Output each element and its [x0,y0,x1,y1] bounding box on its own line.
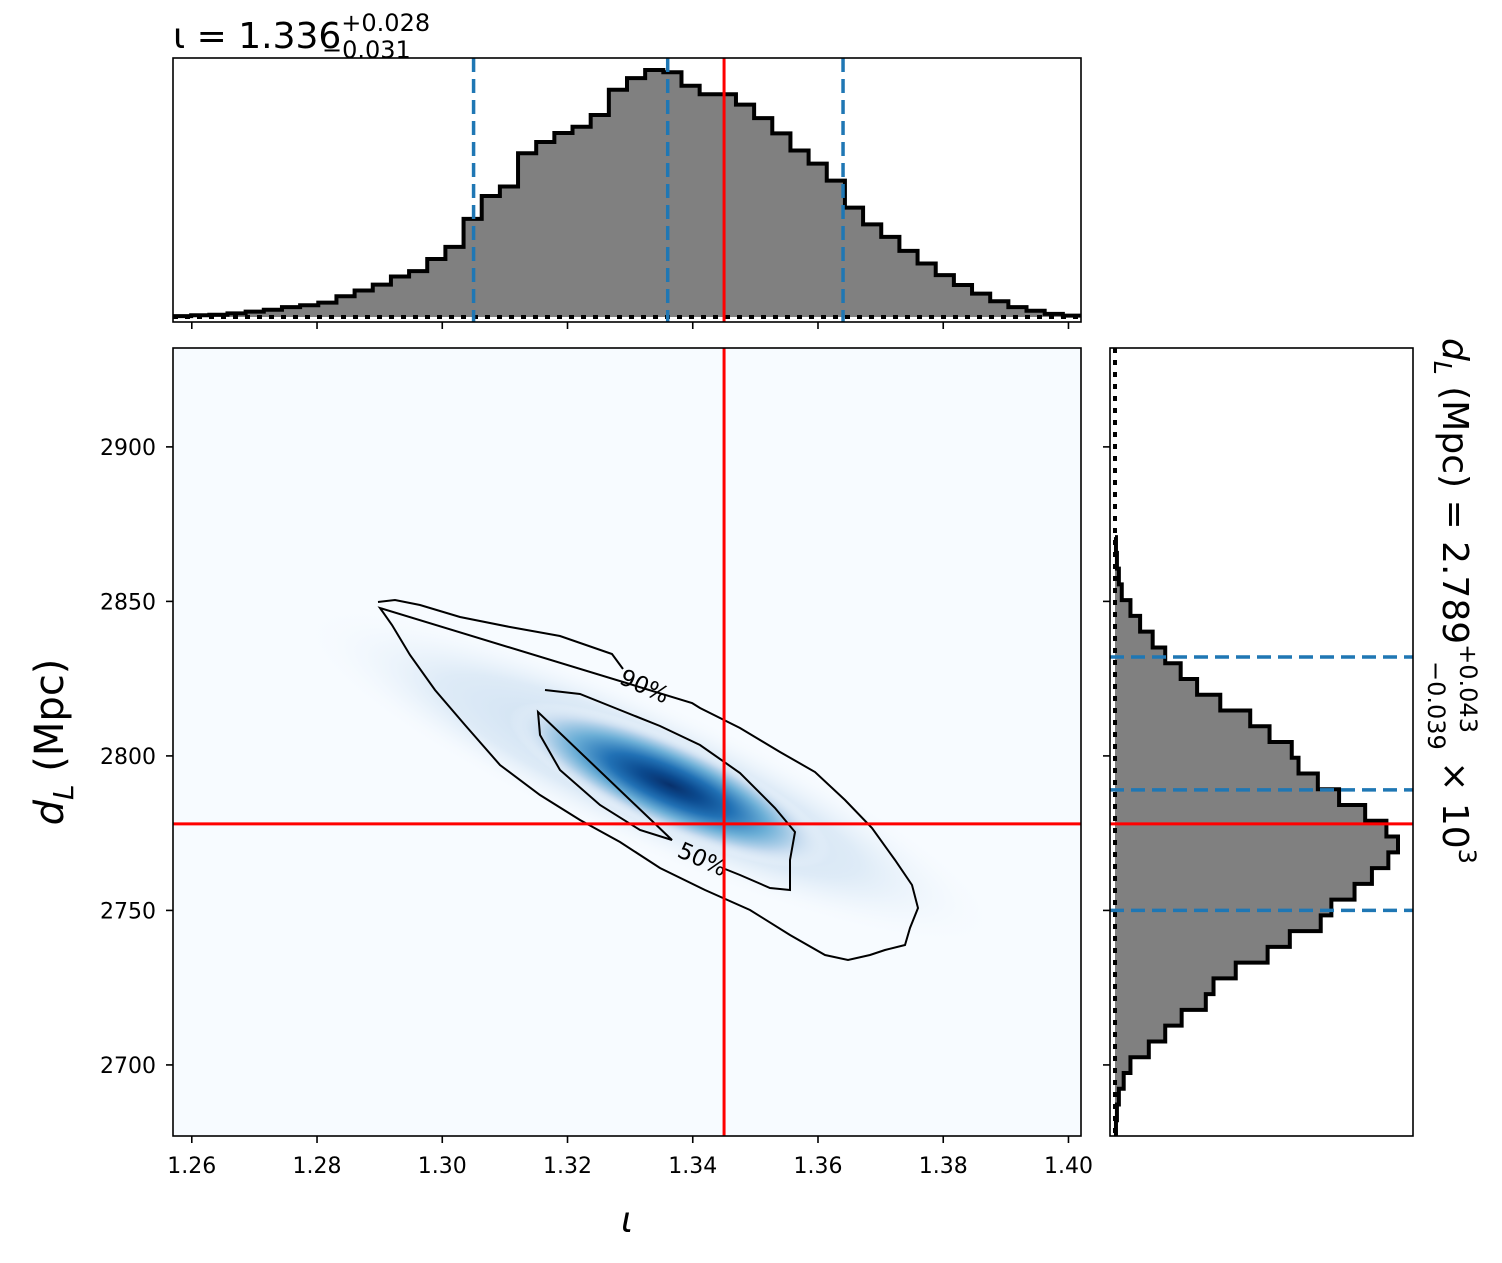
iota-title-lower: −0.031 [322,36,411,64]
x-tick-label: 1.32 [543,1154,592,1179]
x-tick-label: 1.26 [167,1154,216,1179]
dl-histogram-panel [1103,347,1414,1137]
dl-histogram-ticks [1103,446,1110,1066]
dl-quantile-lines [1110,655,1413,913]
y-axis-ticks: 2700 2750 2800 2850 2900 [100,436,173,1079]
iota-histogram-panel [172,57,1082,329]
y-axis-label: dL (Mpc) [27,659,80,826]
x-tick-label: 1.38 [919,1154,968,1179]
x-axis-ticks: 1.26 1.28 1.30 1.32 1.34 1.36 1.38 1.40 [167,1136,1093,1179]
contour-50 [536,689,797,892]
iota-title: ι = 1.336+0.028 [173,9,430,57]
density-panel: 90% 50% 1.26 1.28 1.30 1.32 1.34 1.36 1.38 1.40… [100,347,1093,1179]
x-tick-label: 1.36 [794,1154,843,1179]
y-tick-label: 2900 [100,436,156,461]
y-tick-label: 2700 [100,1054,156,1079]
dl-title: dL (Mpc) = 2.789+0.043−0.039 × 103 [1422,338,1482,864]
iota-histogram-ticks [190,322,1070,329]
iota-histogram-outline [173,68,1081,319]
x-tick-label: 1.34 [668,1154,717,1179]
x-axis-label: ι [621,1200,633,1241]
density-core [509,702,831,868]
dl-histogram-outline [1113,535,1400,1136]
y-tick-label: 2750 [100,899,156,924]
iota-quantile-lines [471,58,845,322]
dl-histogram-fill [1115,537,1398,1136]
y-tick-label: 2850 [100,590,156,615]
x-tick-label: 1.30 [418,1154,467,1179]
iota-histogram-fill [173,70,1081,317]
x-tick-label: 1.28 [293,1154,342,1179]
y-tick-label: 2800 [100,745,156,770]
x-tick-label: 1.40 [1044,1154,1093,1179]
contour-90 [377,598,920,962]
